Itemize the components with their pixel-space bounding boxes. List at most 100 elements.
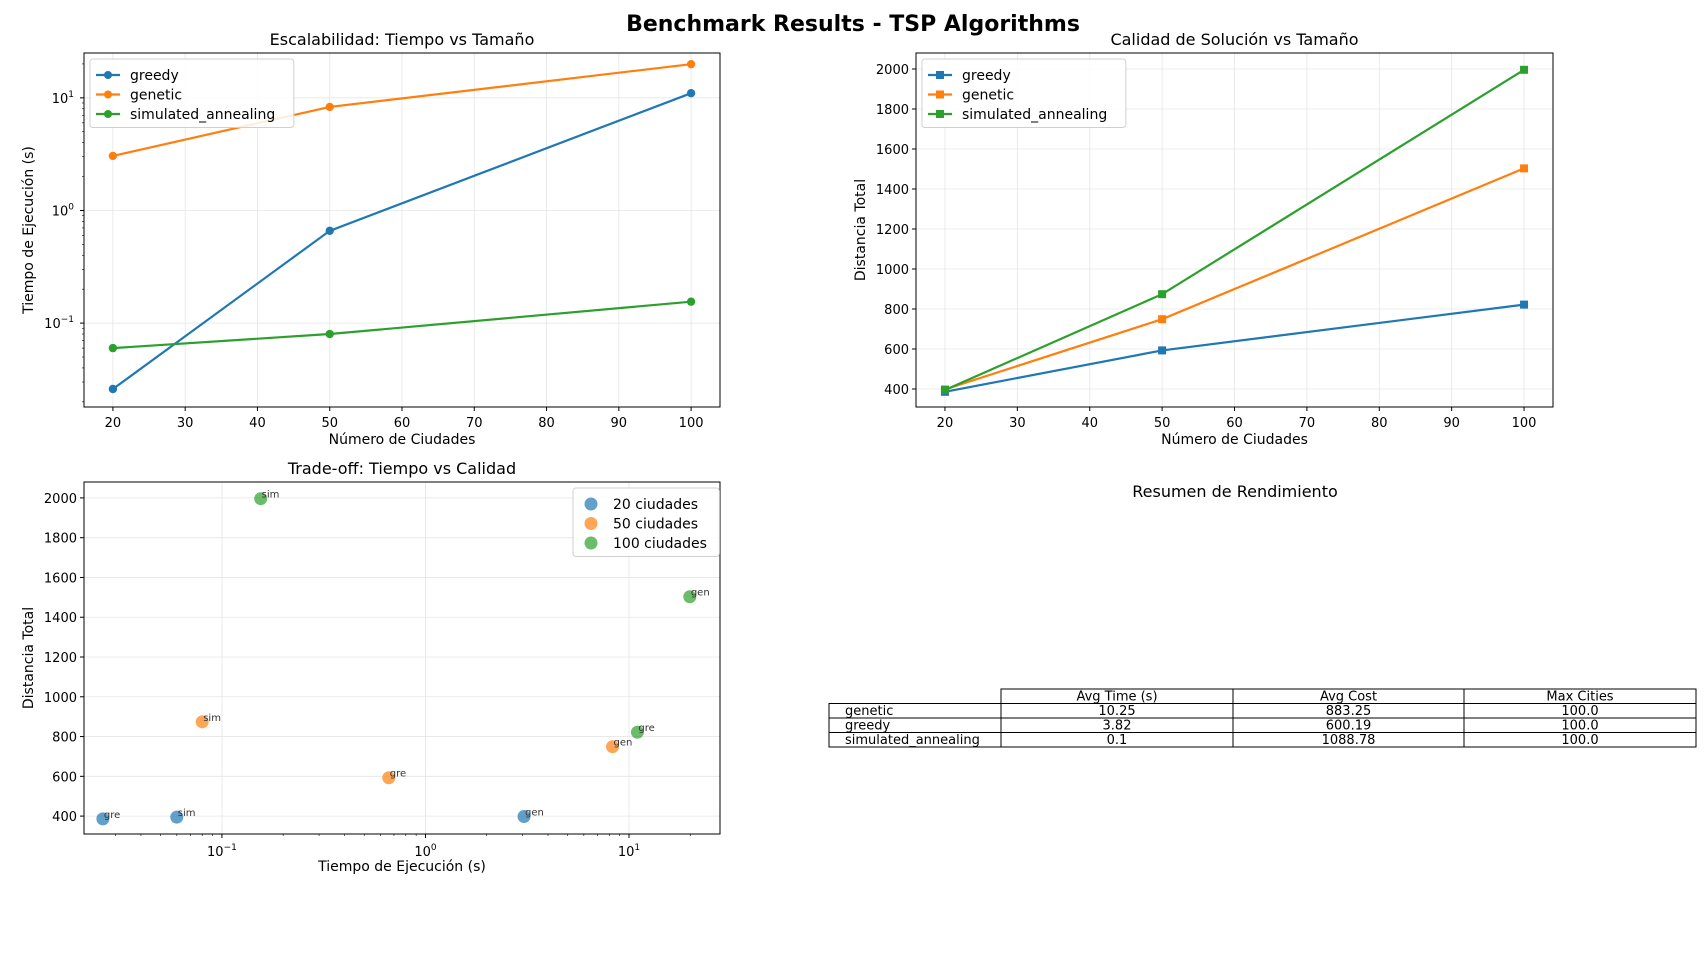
data-point-greedy: [1158, 346, 1167, 355]
point-annotation: gen: [691, 588, 710, 599]
x-axis-label: Número de Ciudades: [329, 432, 476, 448]
data-point-genetic: [686, 59, 696, 69]
point-annotation: gen: [614, 738, 633, 749]
y-tick-label: 1800: [44, 532, 77, 547]
table-cell: 100.0: [1561, 704, 1598, 719]
scatter-point: [606, 740, 620, 754]
x-tick-label: 90: [1443, 416, 1460, 431]
legend-label: greedy: [962, 68, 1011, 84]
x-axis-label: Número de Ciudades: [1161, 432, 1308, 448]
table-title: Resumen de Rendimiento: [1132, 482, 1338, 501]
x-tick-label: 50: [1154, 416, 1171, 431]
y-tick-label: 1200: [44, 651, 77, 666]
data-point-greedy: [325, 226, 334, 235]
data-point-simulated_annealing: [1158, 290, 1167, 299]
x-tick-label: 100: [414, 843, 437, 860]
scatter-point: [254, 492, 268, 506]
x-tick-label: 10−1: [207, 843, 237, 860]
x-tick-label: 30: [177, 416, 194, 431]
legend-marker: [104, 110, 112, 118]
y-tick-label: 10−1: [44, 315, 74, 332]
axes-frame: [915, 52, 1554, 408]
table-cell: 3.82: [1103, 719, 1132, 734]
table-cell: 100.0: [1561, 733, 1598, 748]
x-tick-label: 40: [1081, 416, 1098, 431]
data-point-simulated_annealing: [325, 329, 334, 339]
x-tick-label: 100: [679, 416, 704, 431]
legend-marker: [936, 71, 944, 79]
legend-label: simulated_annealing: [962, 107, 1107, 123]
table-column-header: Max Cities: [1546, 690, 1613, 705]
point-annotation: gre: [638, 723, 654, 734]
scatter-point: [517, 809, 531, 823]
y-axis-label: Distancia Total: [853, 179, 869, 281]
scatter-point: [195, 715, 209, 729]
y-tick-label: 800: [52, 731, 77, 746]
y-tick-label: 1800: [876, 103, 909, 118]
legend-label: greedy: [130, 68, 179, 84]
axes-frame: [83, 52, 721, 408]
y-tick-label: 2000: [876, 63, 909, 78]
table-row-label: simulated_annealing: [845, 733, 980, 748]
x-tick-label: 60: [1226, 416, 1243, 431]
table-row-label: genetic: [845, 704, 893, 719]
x-tick-label: 40: [249, 416, 266, 431]
data-point-simulated_annealing: [940, 386, 949, 394]
table-row-label: greedy: [845, 719, 891, 734]
legend-box: [89, 58, 295, 128]
legend-label: genetic: [130, 88, 182, 104]
legend-label: genetic: [962, 88, 1014, 104]
y-tick-label: 1200: [876, 223, 909, 238]
y-tick-label: 600: [52, 770, 77, 785]
data-point-genetic: [1520, 164, 1529, 173]
x-tick-label: 80: [1371, 416, 1388, 431]
scatter-point: [683, 590, 697, 604]
scatter-point: [96, 812, 110, 826]
data-point-greedy: [108, 384, 118, 394]
legend-marker: [584, 517, 598, 530]
data-point-simulated_annealing: [686, 297, 696, 306]
y-axis-label: Tiempo de Ejecución (s): [21, 146, 37, 315]
y-tick-label: 1000: [876, 263, 909, 278]
table-cell: 600.19: [1326, 719, 1372, 734]
y-tick-label: 600: [884, 343, 909, 358]
x-tick-label: 50: [321, 416, 338, 431]
point-annotation: sim: [178, 808, 196, 819]
legend-marker: [936, 90, 944, 99]
chart-tradeoff: 10−1 100 101 400 600 800 1000 1200 1400 1600 1800 2…: [21, 459, 721, 875]
x-tick-label: 60: [394, 416, 411, 431]
legend-marker: [936, 110, 944, 118]
data-point-greedy: [1520, 300, 1529, 309]
axes-frame: [83, 481, 721, 835]
x-tick-label: 20: [937, 416, 954, 431]
data-point-genetic: [325, 102, 334, 112]
x-tick-label: 90: [611, 416, 628, 431]
legend-marker: [104, 90, 112, 99]
scatter-point: [630, 725, 644, 739]
x-tick-label: 30: [1009, 416, 1026, 431]
y-tick-label: 101: [52, 90, 74, 107]
chart-title: Trade-off: Tiempo vs Calidad: [287, 459, 516, 478]
y-tick-label: 2000: [44, 492, 77, 507]
point-annotation: gre: [104, 810, 120, 821]
legend-box: [921, 58, 1127, 128]
data-point-genetic: [1158, 315, 1167, 324]
y-tick-label: 100: [52, 202, 75, 219]
data-point-simulated_annealing: [1520, 65, 1529, 74]
x-axis-label: Tiempo de Ejecución (s): [317, 859, 486, 875]
point-annotation: gre: [390, 769, 406, 780]
data-point-greedy: [686, 88, 696, 98]
table-cell: 10.25: [1098, 704, 1135, 719]
chart-summary: Resumen de Rendimiento Avg Time (s) Avg Co…: [828, 482, 1697, 748]
y-tick-label: 1400: [876, 183, 909, 198]
legend-marker: [104, 71, 112, 79]
chart-quality: 20 30 40 50 60 70 80 90 100 400 600 800 1000 1200 1400…: [853, 30, 1554, 448]
legend-marker: [584, 497, 598, 511]
legend-marker: [584, 536, 598, 550]
figure-title: Benchmark Results - TSP Algorithms: [626, 12, 1080, 37]
point-annotation: sim: [262, 490, 280, 501]
y-tick-label: 1400: [44, 611, 77, 626]
y-axis-label: Distancia Total: [21, 607, 37, 709]
y-tick-label: 1600: [44, 571, 77, 586]
